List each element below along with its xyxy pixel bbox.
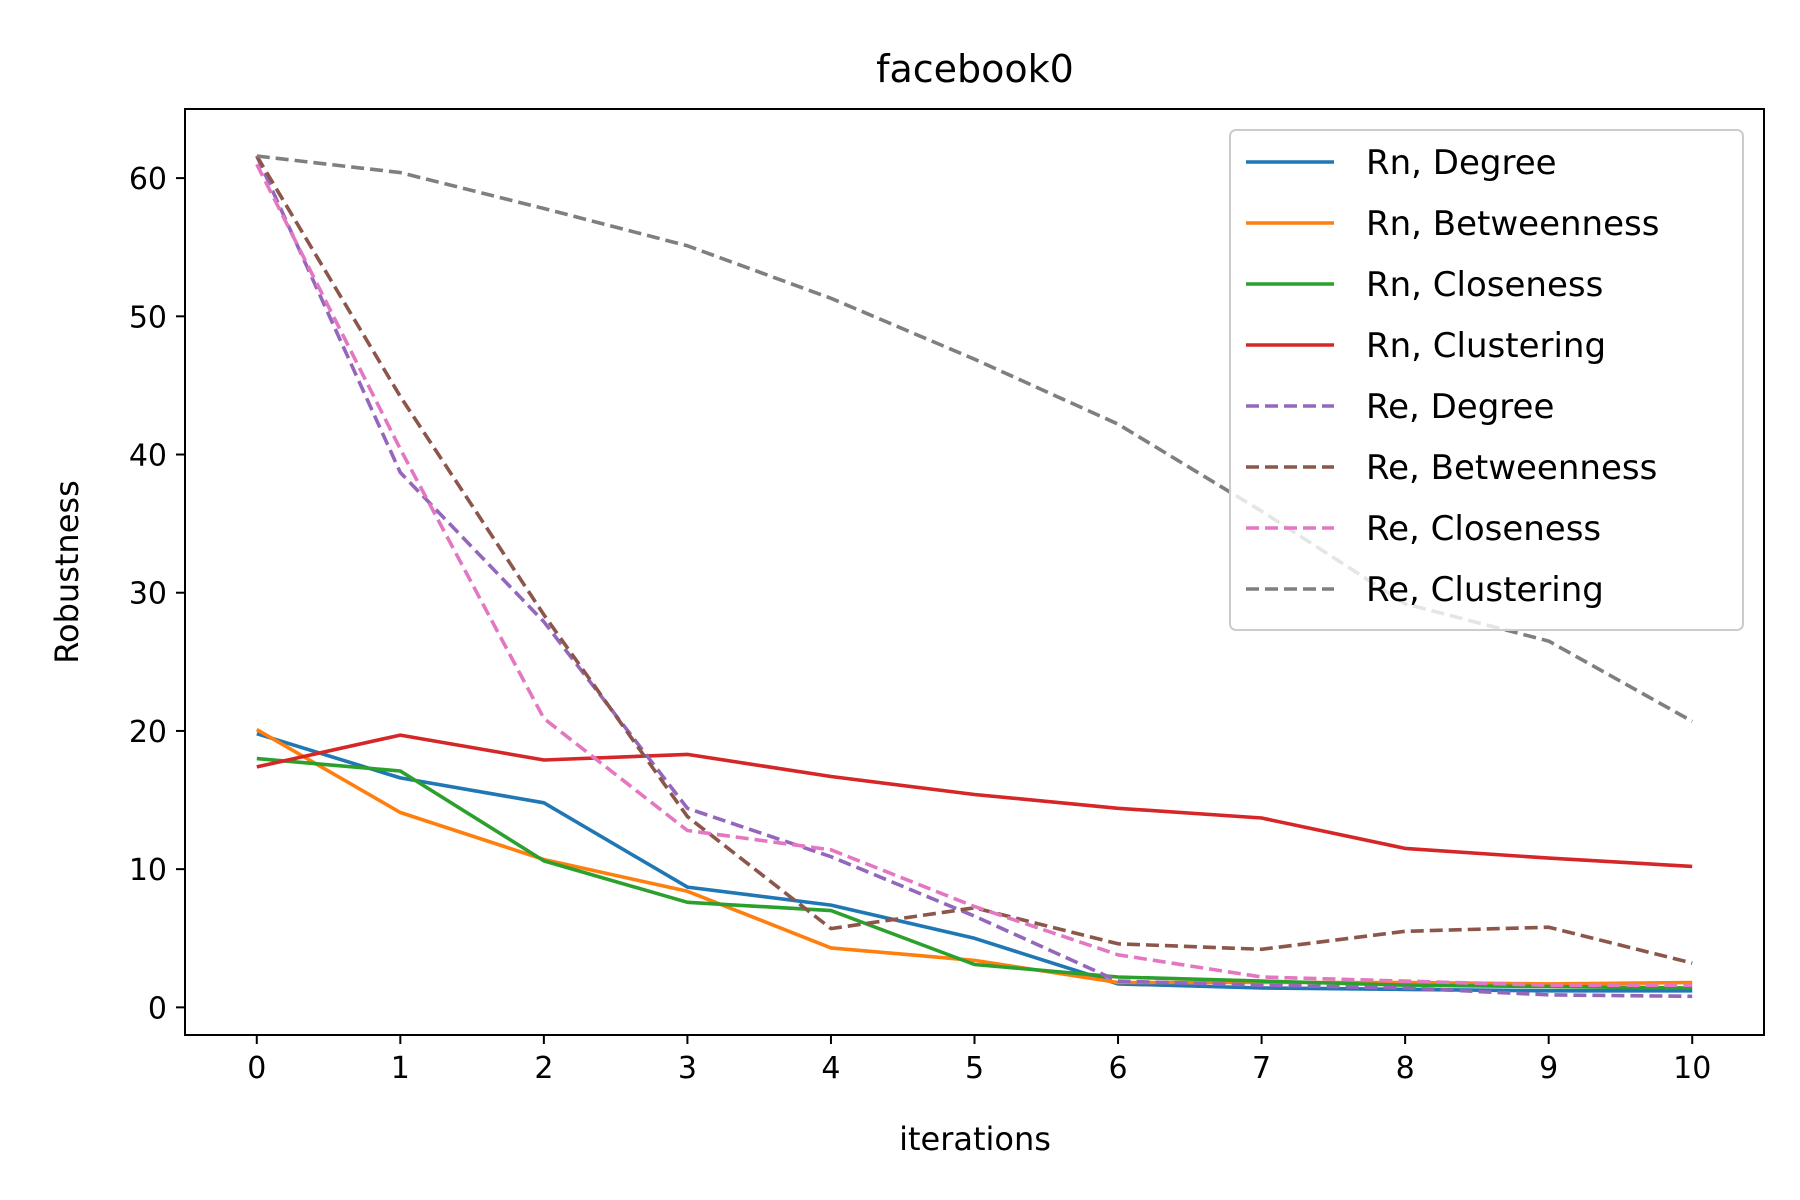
y-tick-label: 0 (148, 991, 167, 1026)
x-tick-label: 5 (965, 1051, 984, 1086)
x-tick-label: 9 (1539, 1051, 1558, 1086)
x-tick-label: 10 (1673, 1051, 1711, 1086)
legend-label: Rn, Degree (1366, 143, 1557, 183)
x-tick-label: 1 (391, 1051, 410, 1086)
legend-label: Rn, Clustering (1366, 326, 1606, 366)
series-line (255, 155, 1693, 965)
y-tick-label: 30 (129, 577, 167, 612)
y-tick-label: 60 (129, 162, 167, 197)
x-tick-label: 2 (534, 1051, 553, 1086)
y-tick-label: 50 (129, 300, 167, 335)
series-line (256, 756, 1693, 990)
legend-label: Re, Closeness (1366, 509, 1601, 549)
series-line (255, 728, 1693, 986)
legend-box (1229, 129, 1744, 631)
chart-title: facebook0 (876, 47, 1074, 91)
series-line (255, 163, 1693, 988)
y-axis-ticks: 0 10 20 30 40 50 60 (129, 162, 185, 1026)
x-tick-label: 4 (821, 1051, 840, 1086)
y-tick-label: 40 (129, 439, 167, 474)
x-axis-label: iterations (899, 1120, 1051, 1158)
legend: Rn, Degree Rn, Betweenness Rn, Closeness Rn… (1229, 129, 1744, 631)
series-layer (255, 154, 1694, 999)
legend-label: Re, Betweenness (1366, 448, 1657, 488)
x-tick-label: 6 (1108, 1051, 1127, 1086)
x-axis-ticks: 0 1 2 3 4 5 6 7 8 9 10 (247, 1035, 1711, 1086)
x-tick-label: 3 (678, 1051, 697, 1086)
x-tick-label: 8 (1396, 1051, 1415, 1086)
x-tick-label: 7 (1252, 1051, 1271, 1086)
legend-items: Rn, Degree Rn, Betweenness Rn, Closeness Rn… (1246, 143, 1659, 610)
legend-label: Rn, Betweenness (1366, 204, 1659, 244)
y-axis-label: Robustness (48, 480, 86, 664)
legend-label: Re, Clustering (1366, 570, 1604, 610)
series-line (256, 733, 1693, 869)
legend-label: Re, Degree (1366, 387, 1554, 427)
x-tick-label: 0 (247, 1051, 266, 1086)
series-line (255, 155, 1693, 999)
y-tick-label: 10 (129, 853, 167, 888)
plot-area: 0 1 2 3 4 5 6 7 8 9 10 0 10 20 30 40 50 60 (129, 108, 1765, 1086)
legend-label: Rn, Closeness (1366, 265, 1603, 305)
y-tick-label: 20 (129, 715, 167, 750)
